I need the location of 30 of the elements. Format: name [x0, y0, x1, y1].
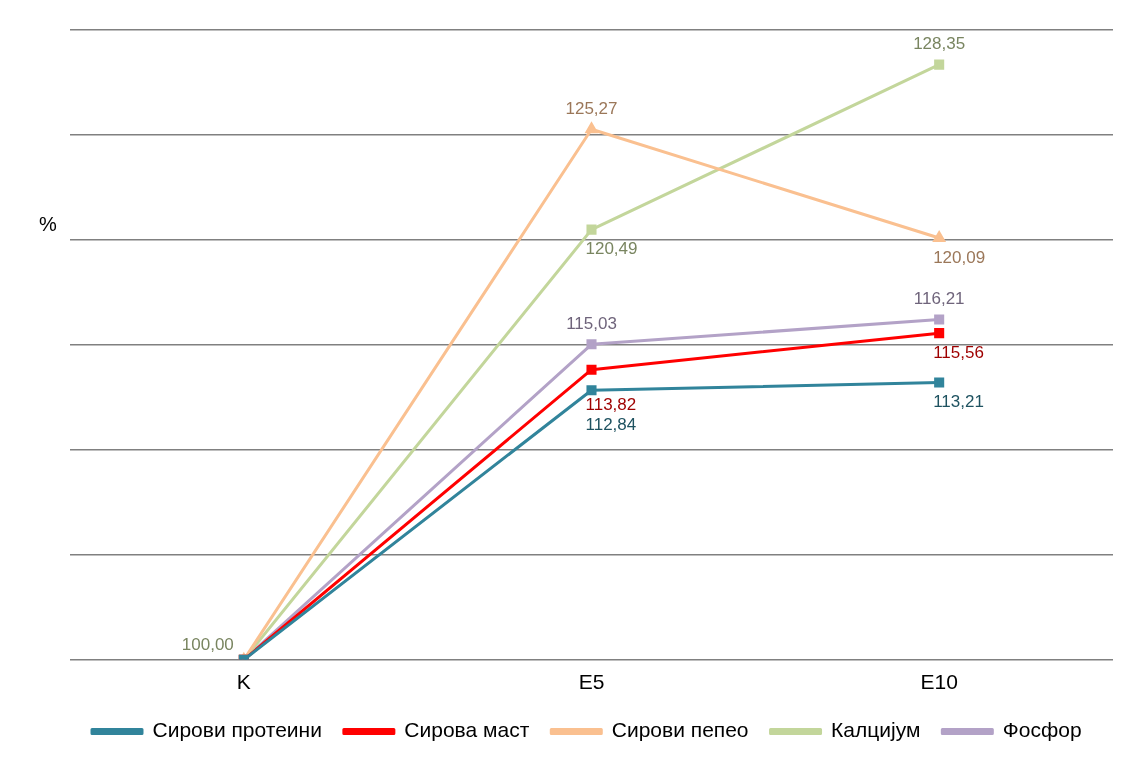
- point: [933, 231, 945, 243]
- legend-label: Сирови пепео: [611, 718, 749, 742]
- legend-label: Сирови протеини: [152, 718, 322, 742]
- point: [934, 328, 945, 339]
- x-tick-label: E5: [578, 670, 605, 694]
- point: [934, 59, 945, 70]
- data-label: 113,82: [585, 395, 637, 415]
- point: [585, 122, 598, 134]
- data-label: 120,49: [585, 239, 638, 259]
- x-tick-label: E10: [920, 670, 958, 694]
- data-label: 113,21: [933, 392, 984, 412]
- x-tick-label: K: [236, 670, 251, 694]
- legend-label: Калцијум: [831, 718, 921, 742]
- data-label: 115,03: [566, 313, 617, 333]
- data-label: 100,00: [181, 635, 234, 655]
- point: [586, 364, 597, 375]
- legend-label: Фосфор: [1002, 718, 1082, 742]
- data-label: 120,09: [933, 247, 986, 267]
- data-label: 125,27: [565, 98, 618, 118]
- y-axis-title: %: [39, 212, 58, 235]
- data-label: 115,56: [933, 342, 984, 362]
- point: [586, 339, 597, 350]
- point: [586, 224, 597, 235]
- data-label: 112,84: [585, 415, 637, 435]
- data-label: 116,21: [913, 289, 965, 309]
- point: [586, 385, 597, 396]
- legend-label: Сирова маст: [404, 718, 530, 742]
- data-label: 128,35: [913, 34, 966, 54]
- point: [934, 377, 945, 388]
- point: [934, 314, 945, 325]
